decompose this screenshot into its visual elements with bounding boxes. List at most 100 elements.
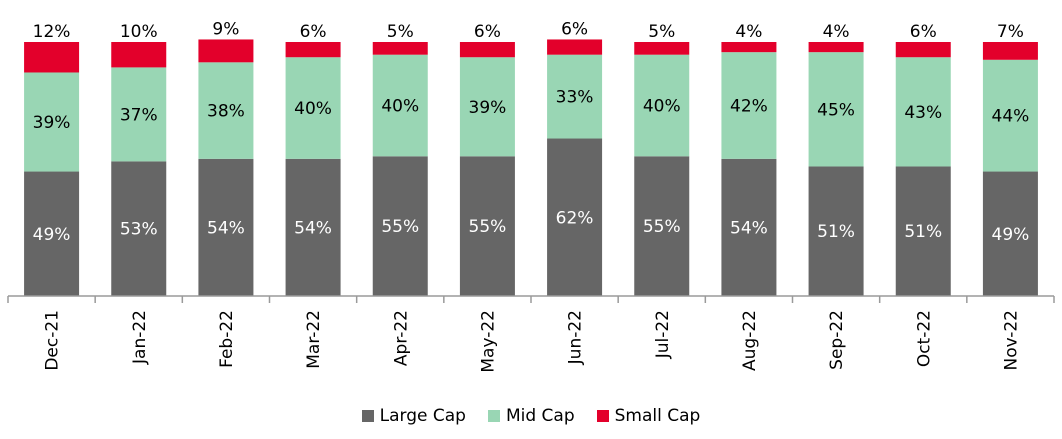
stacked-bar-chart: 49% 39% 12% 53% 37% 10% 54% 38% 9% 54% 40% 6% 55% 40%… — [7, 19, 1055, 373]
bar-segment-large-cap-apr-22 — [372, 156, 428, 296]
legend-label-small-cap: Small Cap — [614, 406, 701, 426]
data-label-mid-cap-aug-22: 42% — [730, 97, 768, 117]
bar-segment-mid-cap-oct-22 — [895, 57, 951, 167]
data-label-small-cap-oct-22: 6% — [910, 22, 937, 42]
bar-segment-large-cap-sep-22 — [808, 166, 864, 296]
bar-segment-small-cap-apr-22 — [372, 42, 428, 55]
data-label-large-cap-jul-22: 55% — [643, 217, 681, 237]
bar-segment-small-cap-nov-22 — [982, 42, 1038, 60]
bar-segment-large-cap-jun-22 — [547, 138, 603, 296]
data-label-mid-cap-dec-21: 39% — [33, 113, 71, 133]
bar-segment-large-cap-jan-22 — [111, 161, 167, 296]
x-tick-label-jun-22: Jun-22 — [566, 310, 586, 365]
data-label-mid-cap-jul-22: 40% — [643, 97, 681, 117]
legend-swatch-mid-cap — [487, 410, 500, 422]
bar-segment-mid-cap-jan-22 — [111, 67, 167, 162]
legend-item-small-cap: Small Cap — [596, 406, 701, 426]
bar-segment-mid-cap-may-22 — [459, 57, 515, 157]
data-label-small-cap-feb-22: 9% — [212, 19, 239, 39]
data-label-large-cap-apr-22: 55% — [381, 217, 419, 237]
x-tick-label-oct-22: Oct-22 — [914, 310, 934, 367]
legend-label-mid-cap: Mid Cap — [505, 406, 575, 426]
bar-segment-small-cap-oct-22 — [895, 42, 951, 58]
data-label-large-cap-jun-22: 62% — [556, 208, 594, 228]
bar-segment-large-cap-may-22 — [459, 156, 515, 296]
data-label-mid-cap-sep-22: 45% — [817, 100, 855, 120]
chart-legend: Large Cap Mid Cap Small Cap — [0, 406, 1062, 426]
legend-item-large-cap: Large Cap — [361, 406, 466, 426]
bar-segment-small-cap-mar-22 — [285, 42, 341, 58]
bar-segment-mid-cap-dec-21 — [24, 72, 80, 172]
legend-swatch-large-cap — [361, 410, 374, 422]
x-tick-label-apr-22: Apr-22 — [391, 310, 411, 366]
bar-segment-large-cap-mar-22 — [285, 158, 341, 296]
data-label-large-cap-aug-22: 54% — [730, 218, 768, 238]
legend-item-mid-cap: Mid Cap — [487, 406, 575, 426]
bar-segment-large-cap-nov-22 — [982, 171, 1038, 296]
bar-segment-mid-cap-mar-22 — [285, 57, 341, 159]
data-label-small-cap-nov-22: 7% — [997, 22, 1024, 42]
data-label-mid-cap-may-22: 39% — [469, 98, 507, 118]
bar-segment-small-cap-jul-22 — [634, 42, 690, 55]
data-label-mid-cap-jan-22: 37% — [120, 105, 158, 125]
bar-segment-large-cap-aug-22 — [721, 158, 777, 296]
bars-layer — [24, 39, 1038, 296]
data-label-small-cap-apr-22: 5% — [387, 22, 414, 42]
bar-segment-small-cap-feb-22 — [198, 39, 254, 63]
data-label-small-cap-mar-22: 6% — [300, 22, 327, 42]
bar-segment-small-cap-jun-22 — [547, 39, 603, 55]
bar-segment-large-cap-dec-21 — [24, 171, 80, 296]
bar-segment-large-cap-feb-22 — [198, 158, 254, 296]
data-label-small-cap-jun-22: 6% — [561, 19, 588, 39]
data-label-large-cap-oct-22: 51% — [904, 222, 942, 242]
data-label-mid-cap-jun-22: 33% — [556, 88, 594, 108]
data-label-mid-cap-mar-22: 40% — [294, 99, 332, 119]
bar-segment-mid-cap-feb-22 — [198, 62, 254, 159]
x-tick-label-sep-22: Sep-22 — [827, 310, 847, 370]
data-label-large-cap-dec-21: 49% — [33, 225, 71, 245]
data-label-small-cap-jan-22: 10% — [120, 22, 158, 42]
data-label-large-cap-mar-22: 54% — [294, 218, 332, 238]
data-label-mid-cap-oct-22: 43% — [904, 103, 942, 123]
bar-segment-mid-cap-jun-22 — [547, 54, 603, 139]
bar-segment-large-cap-oct-22 — [895, 166, 951, 296]
bar-segment-small-cap-may-22 — [459, 42, 515, 58]
data-labels-layer: 49% 39% 12% 53% 37% 10% 54% 38% 9% 54% 40% 6% 55% 40%… — [33, 19, 1030, 244]
x-tick-label-jan-22: Jan-22 — [130, 310, 150, 365]
data-label-large-cap-feb-22: 54% — [207, 218, 245, 238]
x-ticks-layer — [7, 296, 1055, 303]
data-label-small-cap-may-22: 6% — [474, 22, 501, 42]
data-label-large-cap-nov-22: 49% — [992, 225, 1030, 245]
bar-segment-mid-cap-nov-22 — [982, 59, 1038, 172]
x-tick-label-mar-22: Mar-22 — [304, 310, 324, 369]
data-label-large-cap-may-22: 55% — [469, 217, 507, 237]
data-label-small-cap-sep-22: 4% — [823, 22, 850, 42]
bar-segment-small-cap-jan-22 — [111, 42, 167, 68]
x-tick-label-nov-22: Nov-22 — [1001, 310, 1021, 371]
bar-segment-small-cap-aug-22 — [721, 42, 777, 53]
bar-segment-mid-cap-apr-22 — [372, 54, 428, 157]
x-tick-label-may-22: May-22 — [478, 310, 498, 373]
x-tick-label-aug-22: Aug-22 — [740, 310, 760, 371]
data-label-large-cap-sep-22: 51% — [817, 222, 855, 242]
bar-segment-mid-cap-sep-22 — [808, 52, 864, 167]
x-tick-label-dec-21: Dec-21 — [43, 310, 63, 371]
data-label-small-cap-jul-22: 5% — [648, 22, 675, 42]
x-tick-labels-layer: Dec-21 Jan-22 Feb-22 Mar-22 Apr-22 May-22 Jun-… — [43, 310, 1022, 373]
x-tick-label-feb-22: Feb-22 — [217, 310, 237, 368]
legend-label-large-cap: Large Cap — [379, 406, 466, 426]
bar-segment-mid-cap-aug-22 — [721, 52, 777, 159]
bar-segment-mid-cap-jul-22 — [634, 54, 690, 157]
data-label-mid-cap-nov-22: 44% — [992, 107, 1030, 127]
legend-swatch-small-cap — [596, 410, 609, 422]
data-label-mid-cap-feb-22: 38% — [207, 102, 245, 122]
bar-segment-small-cap-sep-22 — [808, 42, 864, 53]
data-label-small-cap-dec-21: 12% — [33, 22, 71, 42]
data-label-mid-cap-apr-22: 40% — [381, 97, 419, 117]
bar-segment-large-cap-jul-22 — [634, 156, 690, 296]
data-label-large-cap-jan-22: 53% — [120, 220, 158, 240]
bar-segment-small-cap-dec-21 — [24, 42, 80, 73]
data-label-small-cap-aug-22: 4% — [735, 22, 762, 42]
x-tick-label-jul-22: Jul-22 — [653, 310, 673, 359]
